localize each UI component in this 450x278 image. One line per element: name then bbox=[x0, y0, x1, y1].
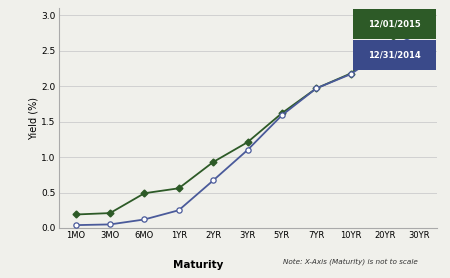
FancyBboxPatch shape bbox=[353, 9, 436, 39]
Text: 12/01/2015: 12/01/2015 bbox=[369, 20, 421, 29]
FancyBboxPatch shape bbox=[353, 40, 436, 70]
Text: Note: X-Axis (Maturity) is not to scale: Note: X-Axis (Maturity) is not to scale bbox=[284, 259, 418, 265]
Text: 12/31/2014: 12/31/2014 bbox=[369, 51, 421, 59]
Text: Maturity: Maturity bbox=[173, 260, 224, 270]
Y-axis label: Yield (%): Yield (%) bbox=[28, 97, 39, 140]
